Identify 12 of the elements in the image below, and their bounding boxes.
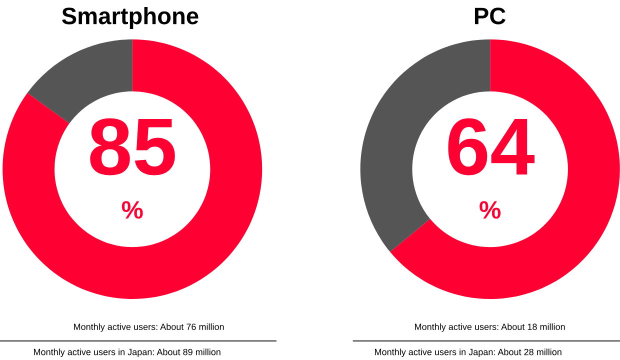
text: %: [122, 201, 143, 219]
text: %: [480, 201, 501, 219]
data-label: 85: [90, 118, 175, 176]
text: Monthly active users in Japan: About 28 million: [375, 348, 562, 358]
text: Monthly active users: About 18 million: [415, 323, 565, 332]
text: Monthly active users: About 76 million: [74, 323, 224, 332]
text: Monthly active users in Japan: About 89 million: [34, 348, 220, 358]
data-label: 64: [448, 118, 534, 176]
chart-title: PC: [474, 8, 506, 24]
chart-title: Smartphone: [62, 6, 198, 30]
donut-slice: [2, 39, 262, 299]
donut-slice: [390, 39, 620, 299]
